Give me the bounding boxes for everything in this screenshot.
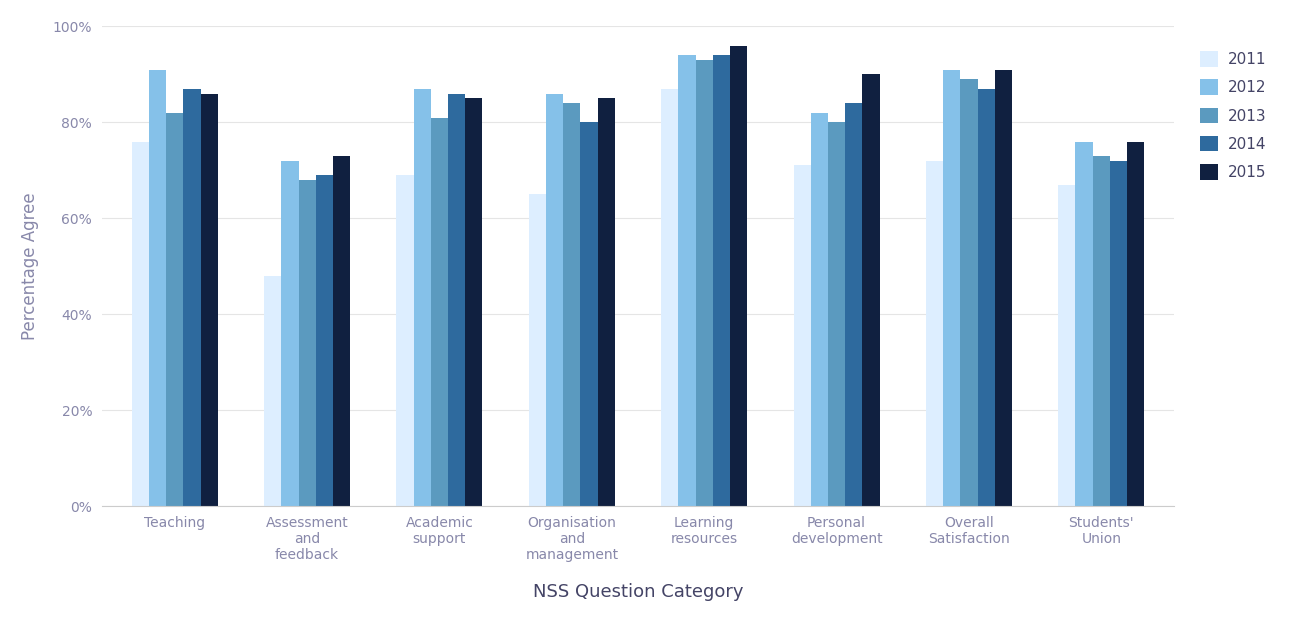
Bar <box>448 93 466 506</box>
Bar <box>466 98 483 506</box>
Bar <box>414 89 431 506</box>
Bar <box>299 180 316 506</box>
Bar <box>713 55 730 506</box>
Bar <box>1058 185 1075 506</box>
Bar <box>166 113 184 506</box>
Bar <box>1075 141 1092 506</box>
Bar <box>333 156 351 506</box>
Bar <box>396 175 414 506</box>
Bar <box>529 194 546 506</box>
Bar <box>793 165 811 506</box>
Bar <box>264 276 281 506</box>
Bar <box>661 89 678 506</box>
Bar <box>1092 156 1110 506</box>
Bar <box>828 123 845 506</box>
Bar <box>696 60 713 506</box>
Bar <box>563 103 581 506</box>
Bar <box>1110 160 1127 506</box>
Bar <box>581 123 598 506</box>
Bar <box>927 160 943 506</box>
Bar <box>943 70 960 506</box>
Bar <box>149 70 166 506</box>
Bar <box>811 113 828 506</box>
Bar <box>977 89 995 506</box>
Legend: 2011, 2012, 2013, 2014, 2015: 2011, 2012, 2013, 2014, 2015 <box>1193 44 1273 188</box>
Y-axis label: Percentage Agree: Percentage Agree <box>21 192 39 340</box>
Bar <box>431 118 448 506</box>
Bar <box>598 98 615 506</box>
Bar <box>281 160 299 506</box>
Bar <box>678 55 696 506</box>
X-axis label: NSS Question Category: NSS Question Category <box>533 583 743 601</box>
Bar <box>316 175 333 506</box>
Bar <box>201 93 217 506</box>
Bar <box>845 103 862 506</box>
Bar <box>1127 141 1144 506</box>
Bar <box>995 70 1012 506</box>
Bar <box>862 74 880 506</box>
Bar <box>546 93 563 506</box>
Bar <box>184 89 201 506</box>
Bar <box>730 45 747 506</box>
Bar <box>960 79 977 506</box>
Bar <box>132 141 149 506</box>
